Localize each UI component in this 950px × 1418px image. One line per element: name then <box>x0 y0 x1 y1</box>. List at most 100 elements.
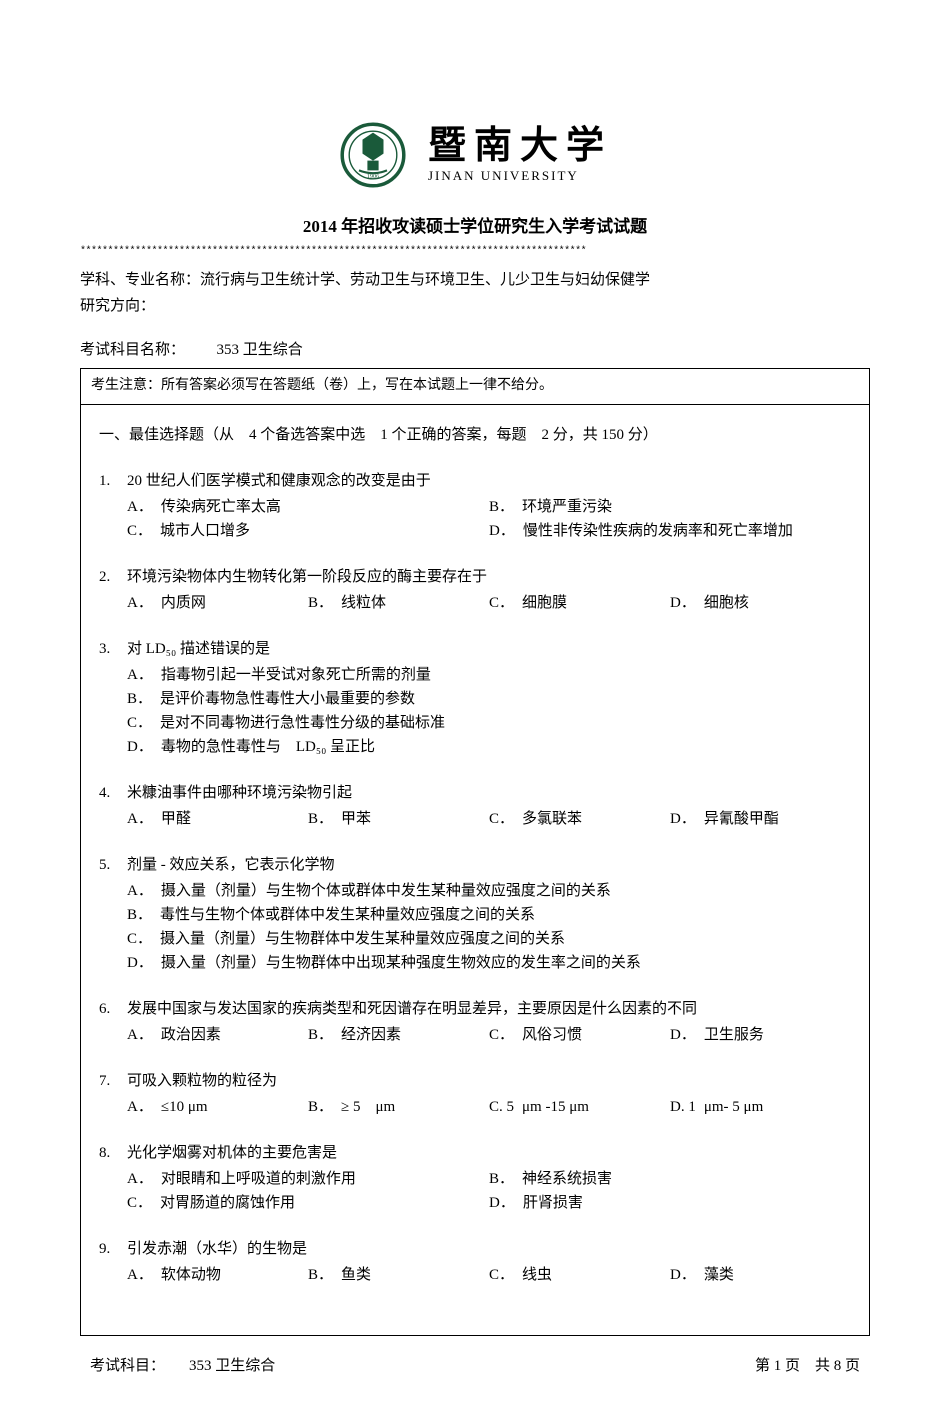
option-label: A． <box>127 495 153 519</box>
option-label: C. 5 <box>489 1095 514 1119</box>
option: A．指毒物引起一半受试对象死亡所需的剂量 <box>127 663 851 687</box>
option-label: D． <box>670 1023 696 1047</box>
option-text: 细胞膜 <box>522 591 567 615</box>
question-options: A．指毒物引起一半受试对象死亡所需的剂量B．是评价毒物急性毒性大小最重要的参数C… <box>99 663 851 759</box>
option: C．是对不同毒物进行急性毒性分级的基础标准 <box>127 711 851 735</box>
option-text: 政治因素 <box>161 1023 221 1047</box>
question-text: 对 LD₅₀ 描述错误的是 <box>127 637 851 661</box>
option-label: A． <box>127 807 153 831</box>
subject-line: 考试科目名称： 353 卫生综合 <box>80 338 870 362</box>
option: C．摄入量（剂量）与生物群体中发生某种量效应强度之间的关系 <box>127 927 851 951</box>
exam-heading: 2014 年招收攻读硕士学位研究生入学考试试题 <box>80 213 870 240</box>
logo-text-block: 暨南大学 JINAN UNIVERSITY <box>428 126 612 183</box>
option-text: 环境严重污染 <box>522 495 612 519</box>
question-number: 9. <box>99 1237 127 1261</box>
option-label: A． <box>127 1167 153 1191</box>
question: 2.环境污染物体内生物转化第一阶段反应的酶主要存在于A．内质网B．线粒体C．细胞… <box>99 565 851 615</box>
option-text: 摄入量（剂量）与生物个体或群体中发生某种量效应强度之间的关系 <box>161 879 611 903</box>
university-name-cn: 暨南大学 <box>428 126 612 168</box>
option: B． 甲苯 <box>308 807 489 831</box>
footer-page-number: 第 1 页 共 8 页 <box>755 1354 860 1378</box>
option: B．神经系统损害 <box>489 1167 851 1191</box>
option-label: D. 1 <box>670 1095 696 1119</box>
question-text: 环境污染物体内生物转化第一阶段反应的酶主要存在于 <box>127 565 851 589</box>
option-label: A． <box>127 1095 153 1119</box>
option: B． 毒性与生物个体或群体中发生某种量效应强度之间的关系 <box>127 903 851 927</box>
option: C．细胞膜 <box>489 591 670 615</box>
logo-container: 1906 暨南大学 JINAN UNIVERSITY <box>338 120 612 190</box>
question-options: A．对眼睛和上呼吸道的刺激作用B．神经系统损害C．对胃肠道的腐蚀作用D．肝肾损害 <box>99 1167 851 1215</box>
question-text: 发展中国家与发达国家的疾病类型和死因谱存在明显差异，主要原因是什么因素的不同 <box>127 997 851 1021</box>
page-footer: 考试科目： 353 卫生综合 第 1 页 共 8 页 <box>80 1354 870 1378</box>
option: A．内质网 <box>127 591 308 615</box>
question: 5.剂量 - 效应关系，它表示化学物A．摄入量（剂量）与生物个体或群体中发生某种… <box>99 853 851 975</box>
option-label: A． <box>127 1023 153 1047</box>
option-label: B． <box>127 903 152 927</box>
option-label: B． <box>308 1263 333 1287</box>
question-stem: 6.发展中国家与发达国家的疾病类型和死因谱存在明显差异，主要原因是什么因素的不同 <box>99 997 851 1021</box>
option-text: 风俗习惯 <box>522 1023 582 1047</box>
option: D．细胞核 <box>670 591 851 615</box>
option: B．环境严重污染 <box>489 495 851 519</box>
option-text: 传染病死亡率太高 <box>161 495 281 519</box>
option-text: 肝肾损害 <box>523 1191 583 1215</box>
research-direction-line: 研究方向： <box>80 294 870 318</box>
option-text: 鱼类 <box>341 1263 371 1287</box>
option-text: 对胃肠道的腐蚀作用 <box>160 1191 295 1215</box>
footer-subject-label: 考试科目： <box>90 1354 165 1378</box>
option-label: D． <box>670 1263 696 1287</box>
option-label: C． <box>489 1263 514 1287</box>
question: 9.引发赤潮（水华）的生物是A．软体动物B．鱼类C．线虫D．藻类 <box>99 1237 851 1287</box>
question-options: A．≤10 μmB．≥ 5 μmC. 5μm -15 μmD. 1μm- 5 μ… <box>99 1095 851 1119</box>
question-text: 20 世纪人们医学模式和健康观念的改变是由于 <box>127 469 851 493</box>
option: D．毒物的急性毒性与 LD₅₀ 呈正比 <box>127 735 851 759</box>
option-label: C． <box>127 927 152 951</box>
question-text: 光化学烟雾对机体的主要危害是 <box>127 1141 851 1165</box>
question-text: 剂量 - 效应关系，它表示化学物 <box>127 853 851 877</box>
option: D．卫生服务 <box>670 1023 851 1047</box>
questions-box: 一、最佳选择题（从 4 个备选答案中选 1 个正确的答案，每题 2 分，共 15… <box>80 405 870 1336</box>
question-number: 7. <box>99 1069 127 1093</box>
option-label: D． <box>489 1191 515 1215</box>
option-text: 甲苯 <box>341 807 371 831</box>
option-label: B． <box>308 1023 333 1047</box>
question: 7.可吸入颗粒物的粒径为A．≤10 μmB．≥ 5 μmC. 5μm -15 μ… <box>99 1069 851 1119</box>
section-title: 一、最佳选择题（从 4 个备选答案中选 1 个正确的答案，每题 2 分，共 15… <box>99 423 851 447</box>
question-stem: 8.光化学烟雾对机体的主要危害是 <box>99 1141 851 1165</box>
question-options: A．传染病死亡率太高B．环境严重污染C．城市人口增多D．慢性非传染性疾病的发病率… <box>99 495 851 543</box>
option-label: C． <box>489 807 514 831</box>
option-text: 慢性非传染性疾病的发病率和死亡率增加 <box>523 519 793 543</box>
option-label: C． <box>127 711 152 735</box>
option-text: 线粒体 <box>341 591 386 615</box>
option: D. 1μm- 5 μm <box>670 1095 851 1119</box>
option: B． 鱼类 <box>308 1263 489 1287</box>
option: D．摄入量（剂量）与生物群体中出现某种强度生物效应的发生率之间的关系 <box>127 951 851 975</box>
option: C．多氯联苯 <box>489 807 670 831</box>
option: A． 政治因素 <box>127 1023 308 1047</box>
option-text: 神经系统损害 <box>522 1167 612 1191</box>
option-label: B． <box>308 807 333 831</box>
option: C．线虫 <box>489 1263 670 1287</box>
question-stem: 9.引发赤潮（水华）的生物是 <box>99 1237 851 1261</box>
question-stem: 7.可吸入颗粒物的粒径为 <box>99 1069 851 1093</box>
option-label: A． <box>127 1263 153 1287</box>
option: A． 传染病死亡率太高 <box>127 495 489 519</box>
question: 6.发展中国家与发达国家的疾病类型和死因谱存在明显差异，主要原因是什么因素的不同… <box>99 997 851 1047</box>
question-number: 6. <box>99 997 127 1021</box>
option-label: D． <box>127 735 153 759</box>
option: A．对眼睛和上呼吸道的刺激作用 <box>127 1167 489 1191</box>
option-label: A． <box>127 591 153 615</box>
option: D． 肝肾损害 <box>489 1191 851 1215</box>
option-label: D． <box>670 807 696 831</box>
option: B．是评价毒物急性毒性大小最重要的参数 <box>127 687 851 711</box>
option-text: 毒性与生物个体或群体中发生某种量效应强度之间的关系 <box>160 903 535 927</box>
question-number: 3. <box>99 637 127 661</box>
question-number: 5. <box>99 853 127 877</box>
question-stem: 1.20 世纪人们医学模式和健康观念的改变是由于 <box>99 469 851 493</box>
university-name-en: JINAN UNIVERSITY <box>428 168 579 184</box>
option-text: 异氰酸甲酯 <box>704 807 779 831</box>
question-options: A．摄入量（剂量）与生物个体或群体中发生某种量效应强度之间的关系B．毒性与生物个… <box>99 879 851 975</box>
option: C．城市人口增多 <box>127 519 489 543</box>
subject-label: 考试科目名称： <box>80 338 185 362</box>
question-number: 4. <box>99 781 127 805</box>
